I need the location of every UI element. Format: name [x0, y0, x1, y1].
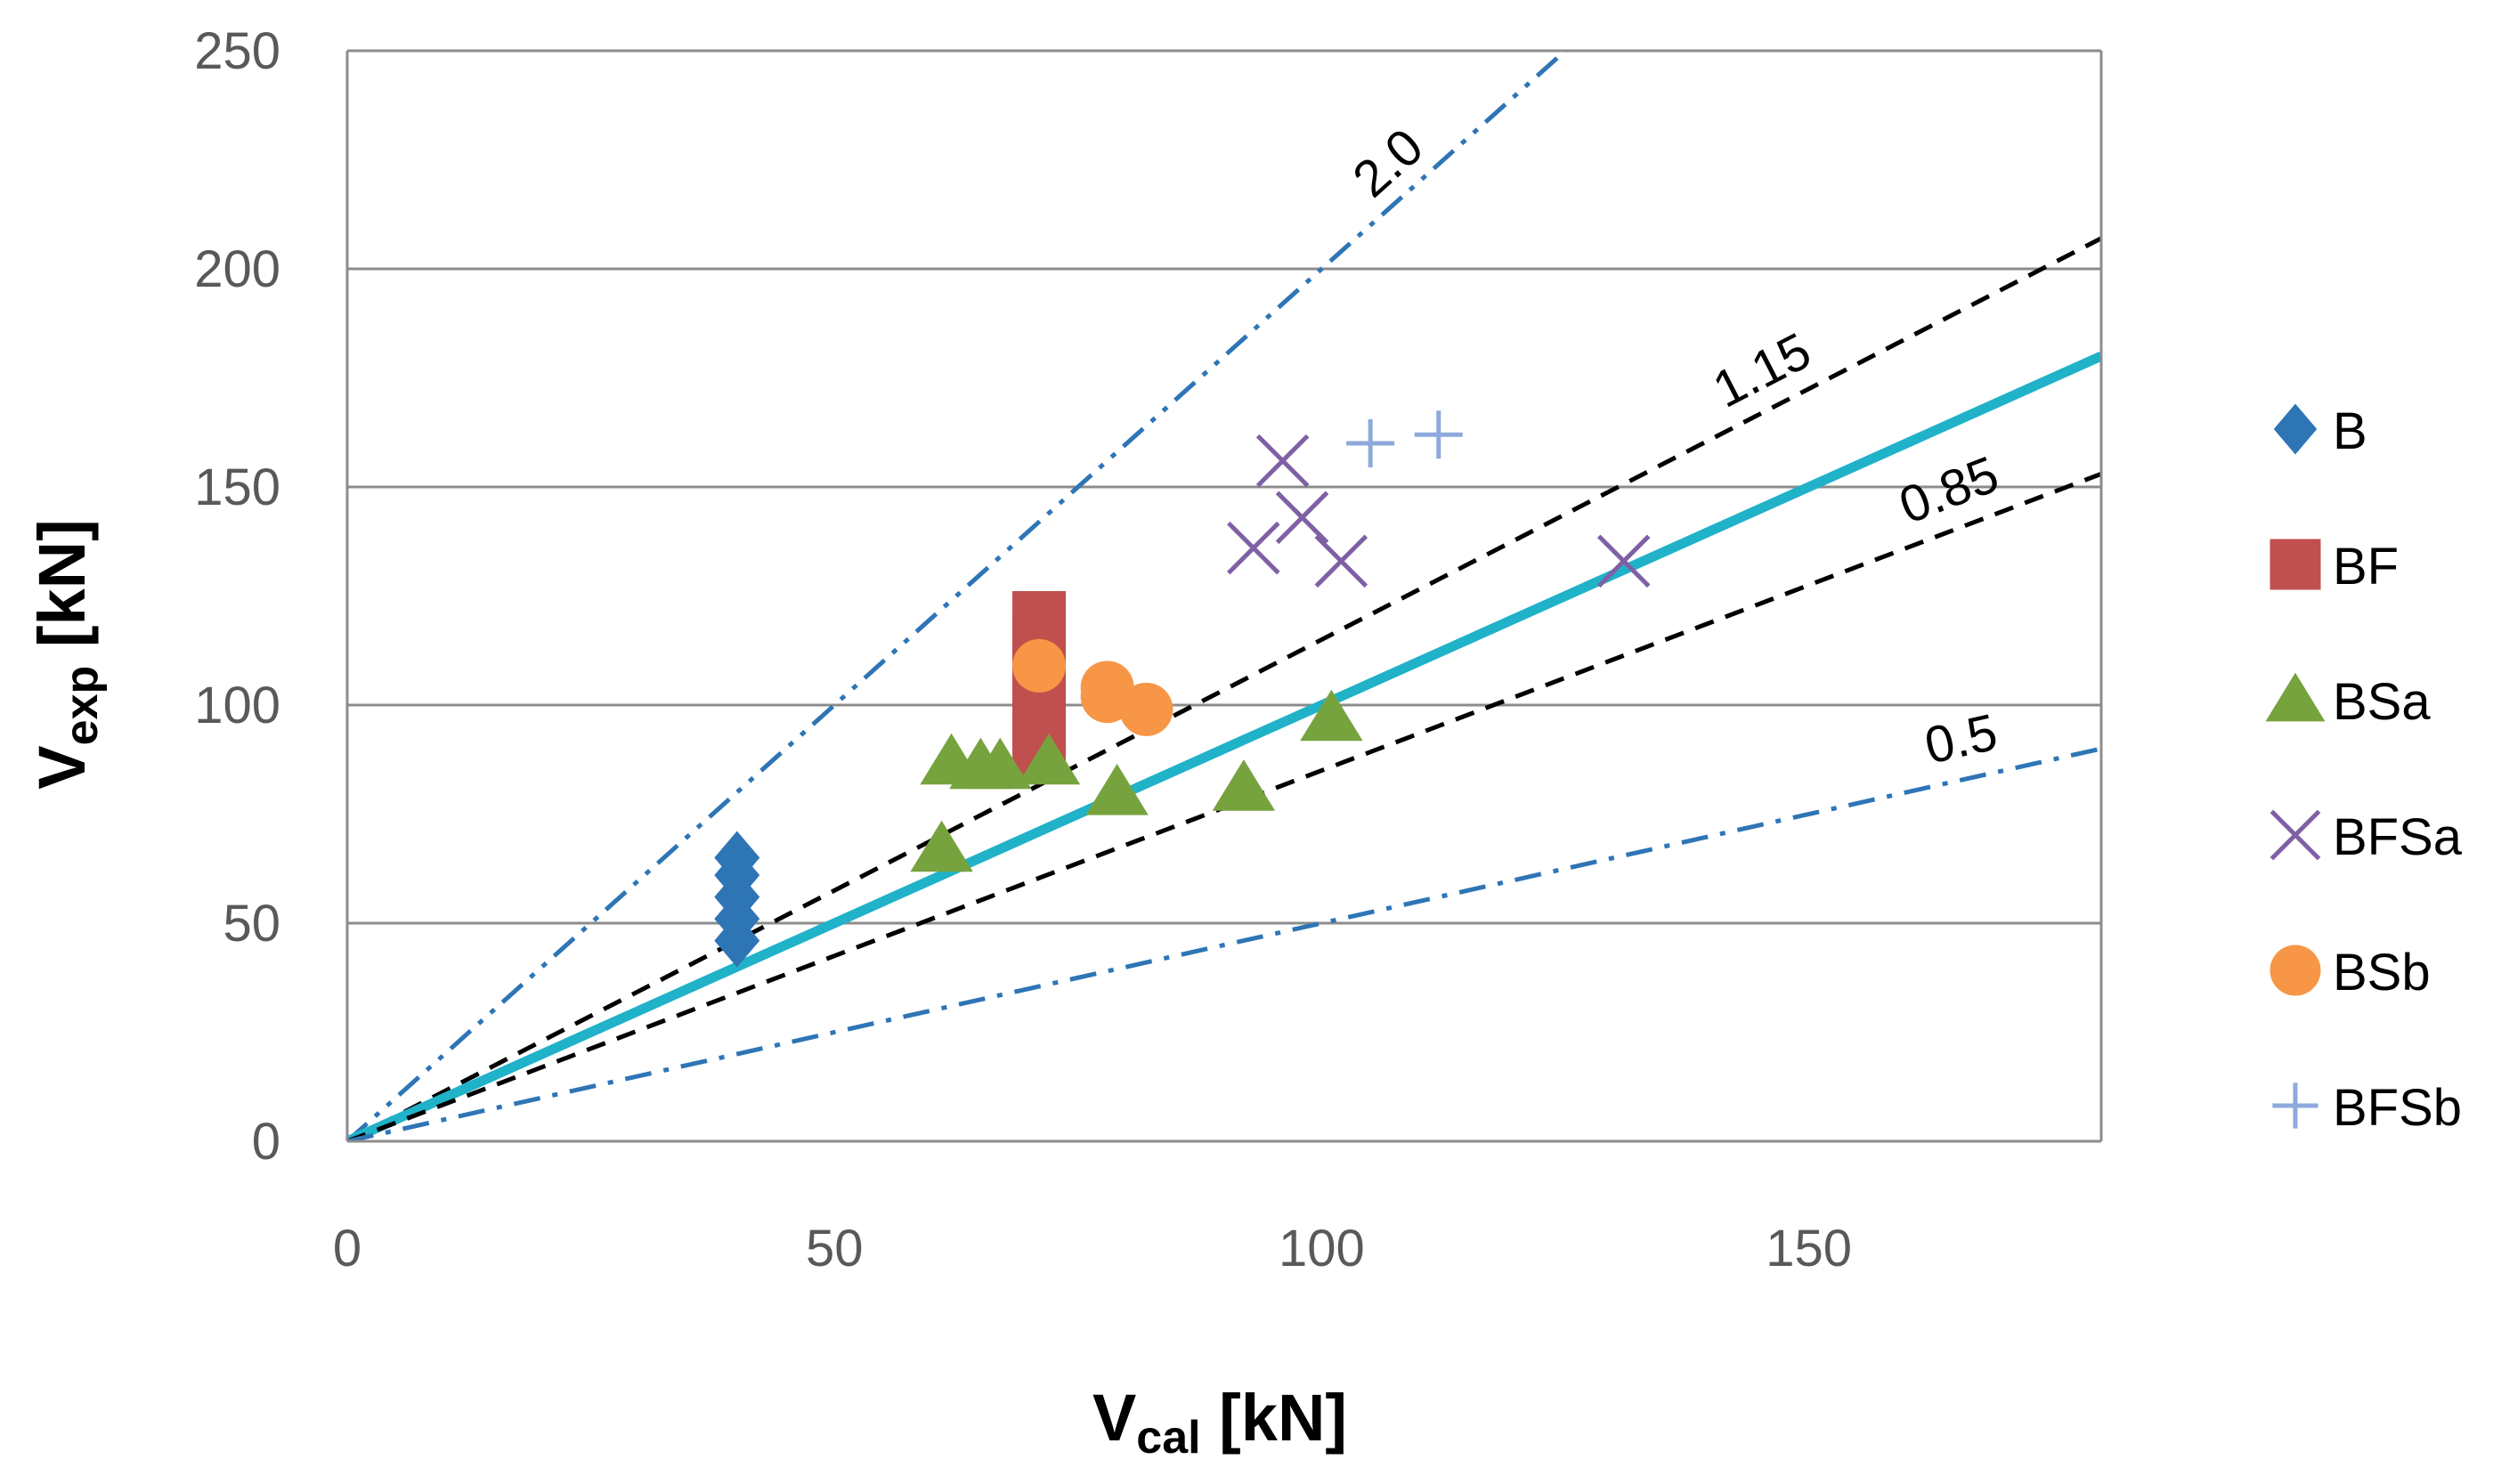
- data-point-BSa: [1017, 733, 1081, 785]
- data-point-BFSa: [1275, 491, 1329, 545]
- data-point-BSa: [1212, 759, 1276, 811]
- data-point-BFSb: [1346, 419, 1395, 467]
- y-axis-title: Vexp [kN]: [25, 519, 108, 789]
- grid: [347, 49, 2101, 925]
- y-tick-label: 150: [194, 458, 280, 516]
- x-axis-title-sub: cal: [1136, 1412, 1200, 1464]
- x-tick-label: 150: [1766, 1220, 1852, 1277]
- data-point-BSa: [1300, 689, 1363, 742]
- series-B: [714, 831, 760, 968]
- legend-marker-BFSb: [2272, 1083, 2318, 1129]
- data-point-BFSa: [1227, 521, 1280, 575]
- ratio-label-2.0: 2.0: [1342, 118, 1433, 208]
- data-point-BSb: [1012, 638, 1067, 693]
- series-BFSb: [1346, 410, 1463, 467]
- x-axis-title-unit: [kN]: [1201, 1381, 1347, 1455]
- legend-label-BFSb: BFSb: [2333, 1079, 2462, 1137]
- x-tick-label: 50: [806, 1220, 864, 1277]
- data-point-BF: [1012, 591, 1067, 645]
- x-axis-title: Vcal [kN]: [1092, 1381, 1347, 1464]
- reference-lines: [347, 51, 2101, 1141]
- data-point-BSa: [1085, 764, 1149, 815]
- reference-line-unity: [347, 351, 2101, 1141]
- data-point-B: [714, 831, 760, 885]
- y-axis-title-unit: [kN]: [25, 519, 99, 665]
- data-point-BSa: [969, 737, 1032, 790]
- legend-label-BSb: BSb: [2333, 944, 2431, 1001]
- reference-line-2.0: [347, 51, 1567, 1141]
- reference-line-1.15: [347, 236, 2101, 1141]
- data-series: [714, 410, 1651, 968]
- legend-marker-BSb: [2270, 945, 2321, 996]
- reference-line-0.5: [347, 746, 2101, 1141]
- legend-label-BFSa: BFSa: [2333, 808, 2463, 866]
- data-point-BFSa: [1255, 434, 1310, 488]
- y-axis-title-sub: exp: [56, 666, 108, 746]
- legend-marker-BF: [2270, 539, 2321, 590]
- data-point-BFSa: [1596, 534, 1651, 588]
- x-axis-title-main: V: [1092, 1381, 1136, 1455]
- y-tick-label: 250: [194, 22, 280, 80]
- ratio-label-0.5: 0.5: [1920, 703, 2002, 775]
- legend-label-B: B: [2333, 402, 2367, 460]
- legend: B BF BSa BFSa BSb BFSb: [2265, 402, 2463, 1137]
- data-point-BSa: [910, 820, 973, 872]
- x-tick-label: 100: [1279, 1220, 1365, 1277]
- axes: [345, 51, 2103, 1143]
- ratio-label-0.85: 0.85: [1892, 445, 2007, 535]
- data-point-BFSb: [1414, 410, 1463, 459]
- series-BFSa: [1227, 434, 1651, 588]
- data-point-BFSa: [1314, 534, 1368, 588]
- series-BSa: [910, 689, 1363, 872]
- tick-labels: 0 50 100 150 200 250 0 50 100 150: [194, 22, 1852, 1277]
- y-tick-label: 0: [252, 1113, 280, 1171]
- legend-marker-B: [2273, 403, 2318, 455]
- legend-marker-BSa: [2265, 672, 2326, 722]
- x-tick-label: 0: [333, 1220, 361, 1277]
- legend-marker-BFSa: [2270, 809, 2321, 861]
- y-tick-label: 200: [194, 240, 280, 298]
- data-point-BSb: [1119, 682, 1173, 736]
- legend-label-BSa: BSa: [2333, 673, 2431, 731]
- legend-label-BF: BF: [2333, 538, 2399, 596]
- ratio-label-1.15: 1.15: [1704, 321, 1820, 418]
- series-BSb: [1012, 638, 1173, 736]
- y-tick-label: 50: [223, 895, 280, 953]
- y-axis-title-main: V: [25, 745, 99, 789]
- y-tick-label: 100: [194, 677, 280, 734]
